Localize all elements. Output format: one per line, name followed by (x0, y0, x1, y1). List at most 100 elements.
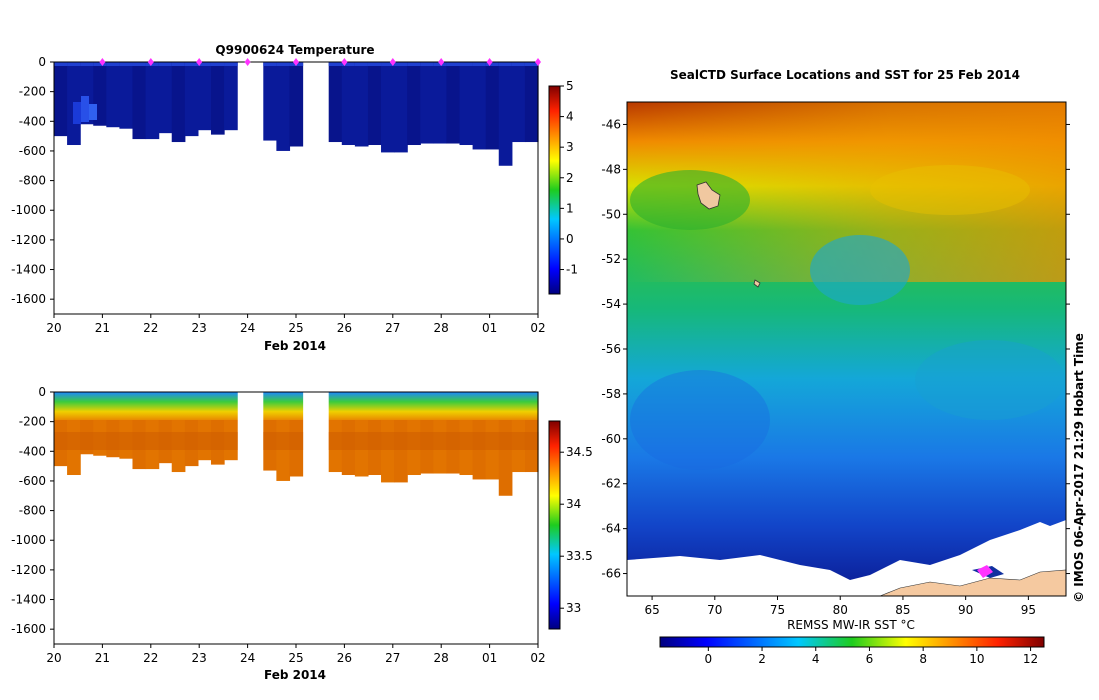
salinity-surface-cell (407, 392, 421, 420)
temperature-cell (263, 62, 277, 141)
colorbar-tick-label: 10 (969, 652, 984, 666)
salinity-surface-cell (367, 392, 382, 420)
salinity-surface-cell (433, 392, 448, 420)
colorbar-tick-label: 0 (566, 232, 574, 246)
salinity-surface-cell (459, 392, 474, 420)
island-kerguelen (696, 181, 721, 210)
x-tick-label: 28 (434, 321, 449, 335)
temperature-surface-cell (472, 62, 487, 66)
temperature-surface-cell (197, 62, 212, 66)
colorbar-tick-label: -1 (566, 263, 578, 277)
y-tick-label: -1200 (11, 563, 46, 577)
salinity-band (106, 432, 121, 450)
salinity-band (145, 432, 160, 450)
y-tick-label: 0 (38, 55, 46, 69)
salinity-surface-cell (289, 392, 304, 420)
temperature-cell (289, 62, 304, 147)
temperature-surface-cell (158, 62, 173, 66)
y-tick-label: -1400 (11, 263, 46, 277)
salinity-band (459, 432, 474, 450)
sst-texture (630, 170, 750, 230)
x-tick-label: 80 (833, 603, 848, 617)
y-tick-label: -1000 (11, 203, 46, 217)
temperature-surface-cell (459, 62, 474, 66)
temperature-surface-cell (93, 62, 107, 66)
salinity-band (420, 432, 434, 450)
salinity-x-label: Feb 2014 (264, 668, 326, 682)
sst-colorbar-ticks: 0 2 4 6 8 10 12 (705, 647, 1038, 666)
salinity-band (276, 432, 291, 450)
x-tick-label: 27 (385, 321, 400, 335)
salinity-band (158, 432, 173, 450)
x-tick-label: 01 (482, 651, 497, 665)
temperature-y-axis: 0 -200 -400 -600 -800 -1000 -1200 -1400 -1600 (11, 55, 54, 306)
temperature-cell (407, 62, 421, 146)
temperature-surface-cell (446, 62, 461, 66)
temperature-cell (498, 62, 513, 166)
temperature-cell (511, 62, 526, 143)
salinity-band (132, 432, 147, 450)
temperature-cell (145, 62, 160, 140)
temperature-cell (446, 62, 461, 144)
salinity-band (224, 432, 238, 450)
salinity-band (54, 432, 68, 450)
temperature-x-label: Feb 2014 (264, 339, 326, 353)
salinity-band (498, 432, 513, 450)
temperature-detail (73, 96, 97, 124)
salinity-band (381, 432, 395, 450)
temperature-cell (224, 62, 238, 131)
profile-marker (535, 58, 541, 66)
y-tick-label: -1400 (11, 593, 46, 607)
salinity-band (394, 432, 408, 450)
salinity-surface-cell (394, 392, 408, 420)
profile-marker (147, 58, 154, 66)
sst-map-panel: SealCTD Surface Locations and SST for 25… (601, 68, 1070, 666)
salinity-surface-cell (93, 392, 107, 420)
temperature-cell (524, 62, 539, 143)
salinity-band (171, 432, 186, 450)
x-tick-label: 26 (337, 321, 352, 335)
y-tick-label: -58 (601, 387, 621, 401)
temperature-cell (106, 62, 121, 128)
temperature-anomaly-cell (81, 96, 89, 122)
y-tick-label: -400 (19, 444, 46, 458)
sst-map-y-axis: -46 -48 -50 -52 -54 -56 -58 -60 -62 -64 -66 (601, 117, 1070, 581)
temperature-surface-cell (394, 62, 408, 66)
x-tick-label: 25 (288, 651, 303, 665)
profile-marker (438, 58, 445, 66)
temperature-surface-cell (67, 62, 81, 66)
salinity-surface-cell (472, 392, 487, 420)
temperature-surface-cell (485, 62, 500, 66)
colorbar-tick-label: 4 (566, 110, 574, 124)
salinity-band (289, 432, 304, 450)
x-tick-label: 28 (434, 651, 449, 665)
temperature-x-axis: 20 21 22 23 24 25 26 27 28 01 02 (46, 314, 546, 335)
temperature-surface-cell (420, 62, 434, 66)
salinity-surface-cell (158, 392, 173, 420)
temperature-cell (132, 62, 147, 140)
temperature-cell (276, 62, 291, 151)
x-tick-label: 02 (530, 651, 545, 665)
x-tick-label: 95 (1021, 603, 1036, 617)
salinity-y-axis: 0 -200 -400 -600 -800 -1000 -1200 -1400 -1600 (11, 385, 54, 636)
sst-colorbar-label: REMSS MW-IR SST °C (787, 618, 915, 632)
salinity-colorbar (548, 420, 561, 630)
sst-map-x-axis: 65 70 75 80 85 90 95 (644, 596, 1036, 617)
salinity-surface-cell (80, 392, 94, 420)
temperature-surface-cell (210, 62, 225, 66)
colorbar-tick-label: 34 (566, 497, 581, 511)
x-tick-label: 85 (895, 603, 910, 617)
colorbar-tick-label: 12 (1023, 652, 1038, 666)
temperature-surface-cell (498, 62, 513, 66)
temperature-surface-cell (106, 62, 121, 66)
salinity-band (80, 432, 94, 450)
salinity-surface-cell (446, 392, 461, 420)
temperature-surface-cell (132, 62, 147, 66)
temperature-anomaly-cell (73, 102, 81, 124)
y-tick-label: -600 (19, 144, 46, 158)
x-tick-label: 26 (337, 651, 352, 665)
salinity-cell (276, 420, 291, 481)
temperature-surface-cell (407, 62, 421, 66)
temperature-cell (459, 62, 474, 146)
sea-ice (627, 520, 1066, 596)
